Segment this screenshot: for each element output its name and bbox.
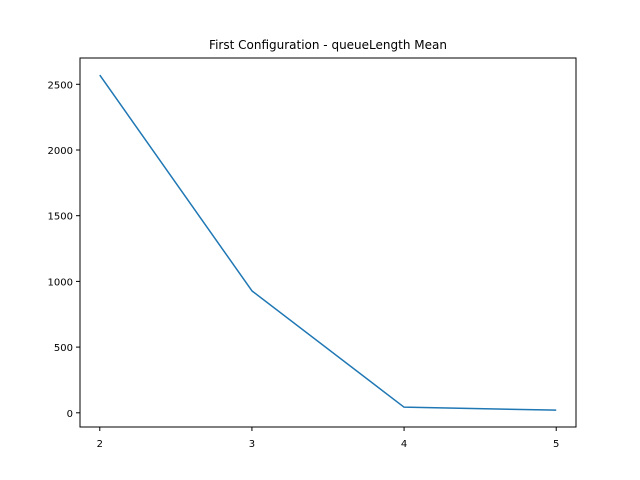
x-tick-label: 4 [401, 439, 407, 450]
y-tick-label: 2500 [48, 80, 73, 91]
y-tick-label: 1500 [48, 212, 73, 223]
plot-area: 2 3 4 5 0 500 1000 1500 2000 2500 [48, 74, 559, 450]
y-tick-label: 0 [67, 409, 73, 420]
series-line [99, 74, 557, 411]
y-tick-label: 500 [54, 343, 73, 354]
y-tick-label: 2000 [48, 146, 73, 157]
axes-frame [79, 57, 577, 428]
y-tick-label: 1000 [48, 277, 73, 288]
x-tick-label: 2 [97, 439, 103, 450]
x-tick-label: 5 [553, 439, 559, 450]
chart-title: First Configuration - queueLength Mean [209, 38, 447, 52]
x-tick-label: 3 [249, 439, 255, 450]
